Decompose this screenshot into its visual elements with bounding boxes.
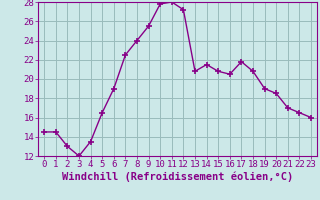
- X-axis label: Windchill (Refroidissement éolien,°C): Windchill (Refroidissement éolien,°C): [62, 172, 293, 182]
